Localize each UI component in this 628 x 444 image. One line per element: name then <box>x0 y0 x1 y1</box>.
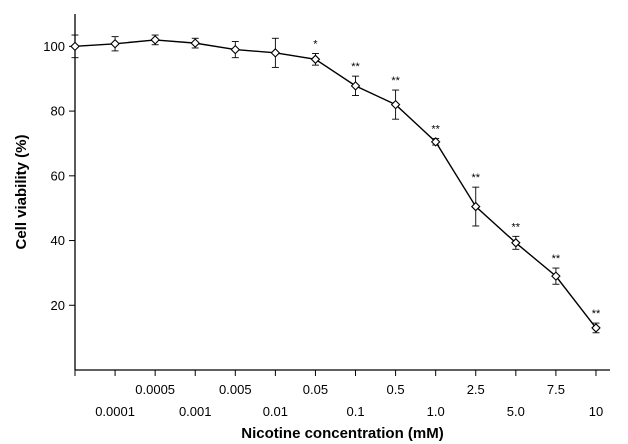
data-point <box>430 137 441 147</box>
y-tick-label: 60 <box>51 168 65 183</box>
data-point <box>390 99 401 110</box>
x-tick-label: 0.01 <box>263 404 288 419</box>
y-tick-label: 100 <box>43 39 65 54</box>
significance-label: ** <box>391 75 400 87</box>
y-tick-label: 40 <box>51 233 65 248</box>
error-bars <box>71 34 600 334</box>
significance-label: ** <box>552 253 561 265</box>
x-tick-label: 0.005 <box>219 382 252 397</box>
significance-labels: *************** <box>313 38 601 320</box>
x-tick-label: 1.0 <box>427 404 445 419</box>
data-point <box>70 41 80 52</box>
data-point <box>150 35 160 45</box>
data-point <box>230 44 241 55</box>
x-tick-label: 7.5 <box>547 382 565 397</box>
x-tick-label: 0.0005 <box>135 382 175 397</box>
significance-label: ** <box>431 124 440 136</box>
x-tick-label: 5.0 <box>507 404 525 419</box>
y-tick-label: 20 <box>51 298 65 313</box>
x-tick-label: 0.1 <box>346 404 364 419</box>
data-point <box>470 201 481 212</box>
x-tick-label: 10 <box>589 404 603 419</box>
y-tick-label: 80 <box>51 104 65 119</box>
significance-label: ** <box>351 61 360 73</box>
significance-label: ** <box>471 172 480 184</box>
significance-label: * <box>313 38 318 50</box>
chart-axes <box>74 14 610 371</box>
data-point <box>270 48 281 58</box>
x-tick-label: 2.5 <box>467 382 485 397</box>
y-ticks: 20 40 60 80 100 <box>43 39 75 313</box>
data-markers <box>70 35 601 333</box>
data-point <box>190 38 201 48</box>
x-tick-label: 0.5 <box>387 382 405 397</box>
data-point <box>591 323 601 333</box>
significance-label: ** <box>592 308 601 320</box>
x-axis-title: Nicotine concentration (mM) <box>241 425 444 442</box>
significance-label: ** <box>512 221 521 233</box>
data-point <box>310 54 321 65</box>
data-point <box>110 38 120 49</box>
data-point <box>551 271 561 281</box>
x-tick-label: 0.0001 <box>95 404 135 419</box>
x-tick-label: 0.001 <box>179 404 212 419</box>
x-tick-label: 0.05 <box>303 382 328 397</box>
y-axis-title: Cell viability (%) <box>13 134 30 249</box>
series-line <box>74 39 597 329</box>
data-point <box>511 238 521 248</box>
data-point <box>350 81 361 91</box>
